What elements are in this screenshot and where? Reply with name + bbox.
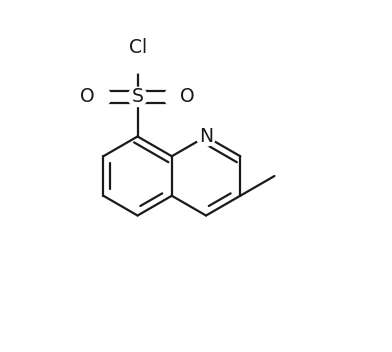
Text: O: O — [180, 87, 195, 106]
Circle shape — [164, 87, 183, 107]
Text: S: S — [132, 87, 143, 106]
Circle shape — [92, 87, 111, 107]
Circle shape — [128, 87, 147, 107]
Circle shape — [128, 54, 147, 73]
Text: Cl: Cl — [129, 38, 147, 57]
Circle shape — [196, 127, 216, 146]
Text: O: O — [80, 87, 95, 106]
Text: N: N — [199, 127, 213, 146]
